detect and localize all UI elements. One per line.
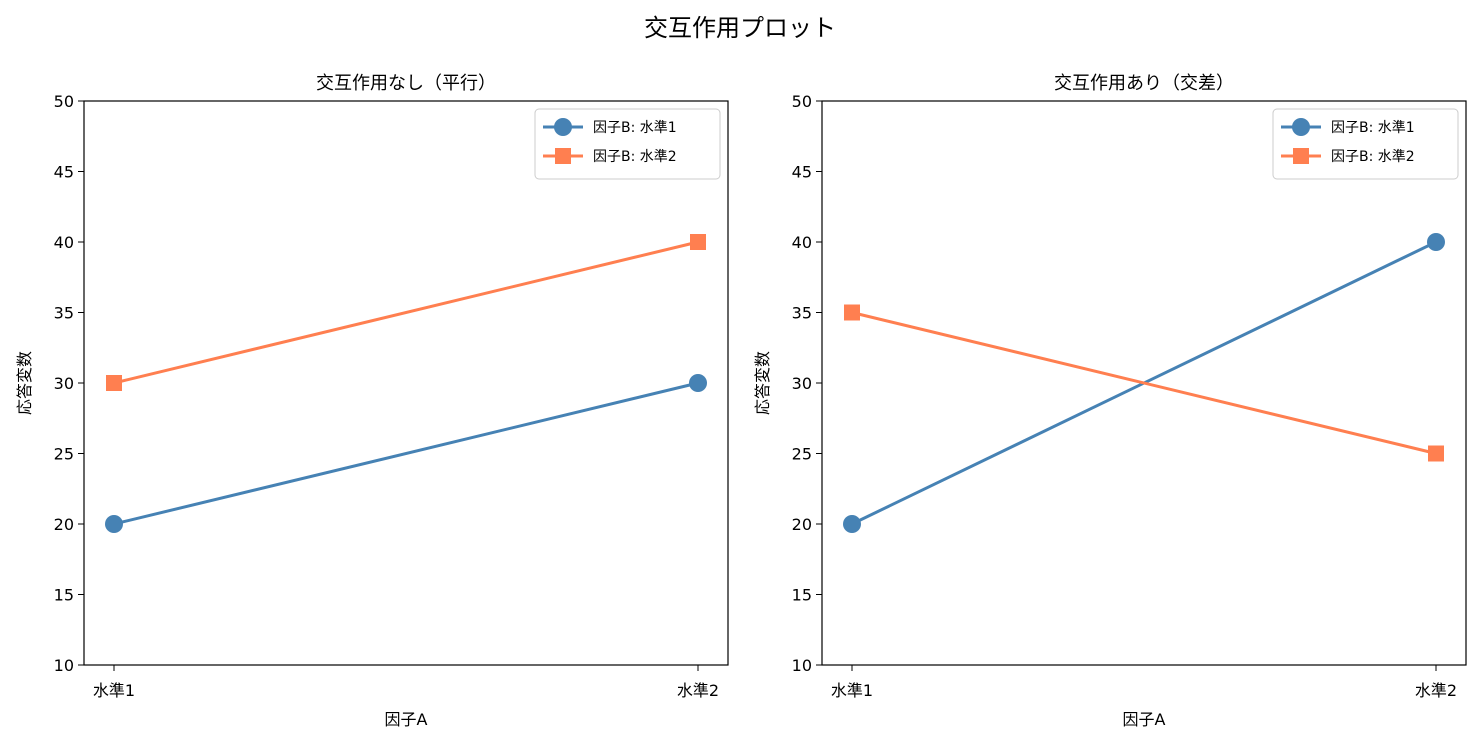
legend: 因子B: 水準1 因子B: 水準2 bbox=[1272, 108, 1459, 180]
legend-marker-square bbox=[1293, 148, 1309, 164]
figure-title: 交互作用プロット bbox=[644, 14, 836, 42]
data-point-circle bbox=[1427, 233, 1445, 251]
y-tick-label: 35 bbox=[54, 304, 74, 323]
legend-marker-circle bbox=[554, 118, 572, 136]
series-line bbox=[113, 240, 699, 385]
legend-label: 因子B: 水準2 bbox=[1331, 149, 1415, 165]
x-tick-label: 水準2 bbox=[1415, 681, 1457, 700]
data-point-square bbox=[106, 375, 122, 391]
y-tick-label: 10 bbox=[792, 656, 812, 675]
data-point-square bbox=[1428, 445, 1444, 462]
x-tick-label: 水準1 bbox=[831, 681, 873, 700]
y-tick-label: 50 bbox=[54, 92, 74, 111]
y-tick-label: 20 bbox=[792, 515, 812, 534]
y-tick-label: 45 bbox=[792, 163, 812, 182]
y-tick-label: 15 bbox=[54, 586, 74, 605]
y-tick-label: 45 bbox=[54, 163, 74, 182]
y-tick-label: 30 bbox=[792, 374, 812, 393]
legend-label: 因子B: 水準1 bbox=[1331, 120, 1415, 136]
data-point-circle bbox=[105, 515, 123, 533]
data-point-circle bbox=[689, 374, 707, 392]
series-line bbox=[113, 381, 699, 526]
data-point-circle bbox=[843, 515, 861, 533]
y-axis-label: 応答変数 bbox=[753, 351, 772, 415]
data-point-square bbox=[844, 304, 860, 321]
legend-label: 因子B: 水準1 bbox=[593, 120, 677, 136]
legend-marker-circle bbox=[1292, 118, 1310, 136]
y-tick-label: 25 bbox=[54, 445, 74, 464]
legend-label: 因子B: 水準2 bbox=[593, 149, 677, 165]
y-tick-label: 10 bbox=[54, 656, 74, 675]
y-tick-label: 40 bbox=[792, 233, 812, 252]
y-tick-label: 50 bbox=[792, 92, 812, 111]
y-tick-label: 15 bbox=[792, 586, 812, 605]
legend-marker-square bbox=[555, 148, 571, 164]
x-tick-label: 水準1 bbox=[93, 681, 135, 700]
legend: 因子B: 水準1 因子B: 水準2 bbox=[534, 108, 721, 180]
x-tick-label: 水準2 bbox=[677, 681, 719, 700]
x-axis-label: 因子A bbox=[1123, 710, 1166, 729]
chart-title: 交互作用あり（交差） bbox=[1054, 73, 1234, 94]
y-axis-label: 応答変数 bbox=[15, 351, 34, 415]
plot-frame bbox=[83, 100, 729, 666]
y-tick-label: 20 bbox=[54, 515, 74, 534]
y-tick-label: 25 bbox=[792, 445, 812, 464]
y-tick-label: 35 bbox=[792, 304, 812, 323]
chart-panel-2: 交互作用あり（交差） 10 15 20 25 30 35 40 45 50 水準1 水準2 因子A 応答変… bbox=[753, 73, 1467, 729]
plot-frame bbox=[821, 100, 1467, 666]
chart-title: 交互作用なし（平行） bbox=[316, 73, 496, 94]
data-point-square bbox=[690, 234, 706, 250]
y-tick-label: 40 bbox=[54, 233, 74, 252]
y-tick-label: 30 bbox=[54, 374, 74, 393]
chart-panel-1: 交互作用なし（平行） 10 15 20 25 30 35 40 45 50 水準1 水準2 因子A 応答変… bbox=[15, 73, 729, 729]
series-line bbox=[851, 311, 1437, 455]
x-axis-label: 因子A bbox=[385, 710, 428, 729]
